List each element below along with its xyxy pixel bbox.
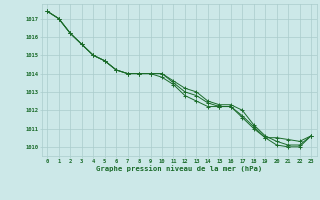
X-axis label: Graphe pression niveau de la mer (hPa): Graphe pression niveau de la mer (hPa) bbox=[96, 165, 262, 172]
